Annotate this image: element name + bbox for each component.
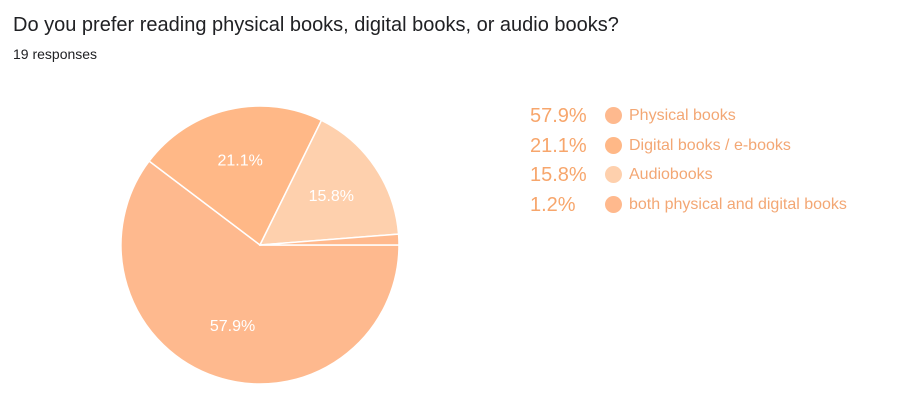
legend-label: Digital books / e-books: [629, 136, 791, 154]
legend-label: Physical books: [629, 107, 736, 124]
legend-swatch-icon: [605, 166, 622, 183]
pie-slice-physical-books: [120, 160, 400, 385]
legend-label: both physical and digital books: [629, 195, 847, 213]
legend-swatch-icon: [605, 136, 622, 154]
pie-slice-both: [259, 233, 400, 246]
legend-percent: 57.9%: [530, 105, 587, 127]
slice-label-physical-books: 57.9%: [210, 318, 255, 335]
slice-label-digital-books: 21.1%: [217, 153, 262, 170]
legend-percent: 1.2%: [530, 193, 576, 216]
legend-label: Audiobooks: [629, 166, 713, 183]
response-count: 19 responses: [13, 46, 98, 62]
pie-slice-audiobooks: [258, 119, 400, 246]
question-title: Do you prefer reading physical books, di…: [13, 14, 619, 36]
slice-label-audiobooks: 15.8%: [309, 188, 354, 205]
legend-swatch-icon: [605, 107, 622, 124]
pie-slice-digital-books: [148, 105, 323, 247]
legend-percent: 15.8%: [530, 164, 587, 186]
legend-swatch-icon: [605, 195, 622, 213]
legend-percent: 21.1%: [530, 134, 587, 157]
